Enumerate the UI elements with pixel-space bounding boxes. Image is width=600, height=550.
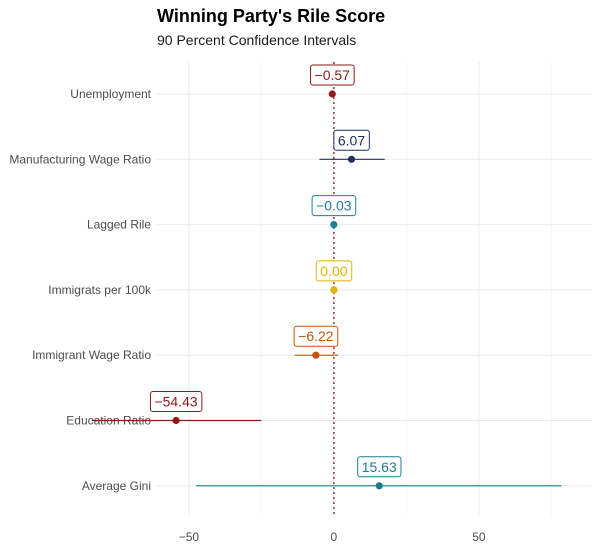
estimate-group: −0.57 (310, 64, 355, 98)
value-label-box (310, 64, 355, 86)
chart-title: Winning Party's Rile Score (157, 6, 385, 26)
category-label: Manufacturing Wage Ratio (9, 152, 151, 166)
x-tick-label: 0 (331, 530, 338, 544)
estimate-group: −0.03 (311, 195, 357, 229)
value-label: −0.57 (310, 64, 355, 86)
estimate-group: 6.07 (319, 129, 385, 163)
value-label-box (333, 129, 370, 151)
chart-subtitle: 90 Percent Confidence Intervals (157, 32, 356, 48)
grid (157, 62, 592, 515)
point-estimate (328, 90, 336, 98)
value-label: −6.22 (293, 325, 339, 347)
estimates: −0.57 6.07 −0.03 0.00 −6.22 −54.43 15.63 (91, 64, 562, 490)
value-label-text: −54.43 (154, 394, 197, 410)
value-label-box (315, 260, 353, 282)
value-label: 0.00 (315, 260, 353, 282)
estimate-group: −54.43 (91, 391, 262, 425)
value-label-box (149, 391, 203, 412)
value-label: −0.03 (311, 195, 357, 217)
estimate-group: −6.22 (293, 325, 339, 359)
category-labels: Unemployment Manufacturing Wage Ratio Lagg… (9, 87, 152, 493)
value-label-text: −0.03 (316, 198, 352, 214)
value-label-box (311, 195, 357, 217)
value-label-box (357, 456, 402, 478)
point-estimate (347, 155, 356, 163)
value-label-text: −6.22 (298, 328, 334, 344)
category-label: Immigrats per 100k (48, 283, 152, 297)
value-label-text: 0.00 (320, 263, 347, 279)
x-axis-ticks: −50 0 50 (179, 530, 486, 544)
category-label: Immigrant Wage Ratio (32, 348, 151, 362)
category-label: Average Gini (82, 479, 151, 493)
value-label-text: −0.57 (315, 67, 351, 83)
category-label: Lagged Rile (87, 218, 151, 232)
value-label: 6.07 (333, 129, 370, 151)
value-label-text: 15.63 (362, 459, 397, 475)
x-tick-label: −50 (179, 530, 200, 544)
value-label-box (293, 325, 339, 347)
point-estimate (312, 351, 320, 359)
point-estimate (330, 286, 338, 294)
x-tick-label: 50 (472, 530, 486, 544)
point-estimate (330, 221, 338, 229)
estimate-group: 15.63 (196, 456, 562, 490)
point-estimate (375, 482, 383, 490)
value-label: 15.63 (357, 456, 402, 478)
value-label-text: 6.07 (338, 132, 365, 148)
category-label: Unemployment (70, 87, 151, 101)
point-estimate (172, 416, 180, 425)
estimate-group: 0.00 (315, 260, 353, 294)
value-label: −54.43 (149, 391, 203, 412)
